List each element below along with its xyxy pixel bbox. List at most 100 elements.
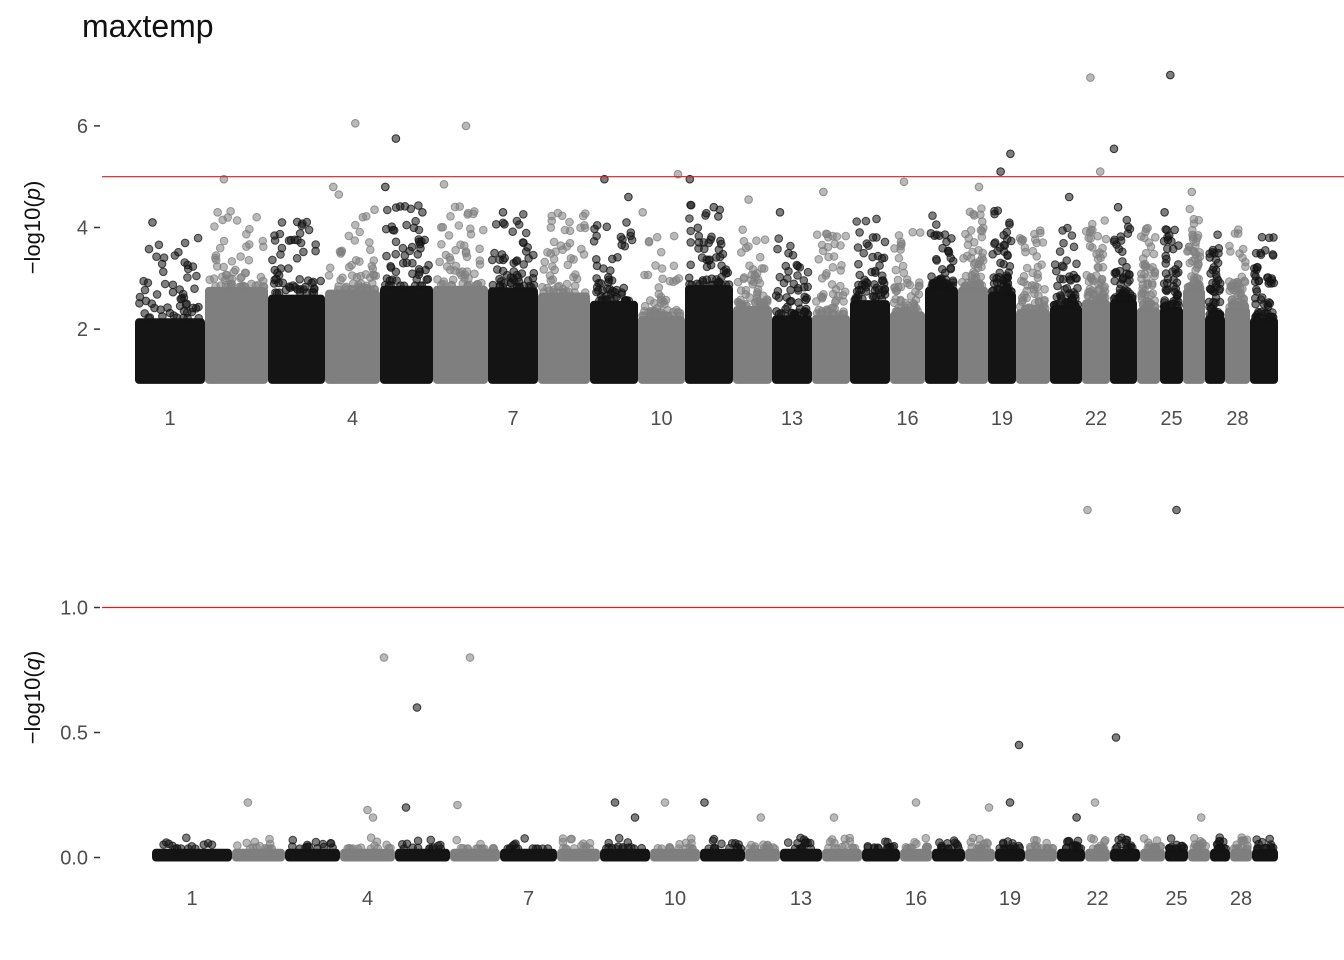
snp-point (549, 237, 559, 247)
snp-point (1055, 301, 1064, 310)
snp-point (1185, 204, 1194, 214)
snp-point (180, 238, 190, 248)
snp-point (779, 278, 789, 288)
snp-point (1162, 225, 1172, 235)
snp-point (592, 261, 602, 271)
snp-point (1252, 287, 1262, 296)
snp-point (797, 844, 807, 854)
snp-point (828, 263, 838, 272)
snp-point (454, 221, 464, 230)
snp-point (1038, 238, 1048, 247)
snp-point (999, 230, 1009, 240)
snp-point (1100, 837, 1109, 847)
snp-point (852, 217, 862, 226)
y-axis-title: −log10(q) (20, 651, 45, 745)
snp-point (435, 257, 444, 267)
snp-point (948, 256, 958, 266)
snp-point (238, 281, 247, 291)
snp-point (539, 265, 549, 274)
snp-point (645, 296, 655, 305)
snp-point (894, 231, 904, 240)
snp-point-highlight (368, 813, 378, 822)
snp-point (898, 261, 908, 271)
y-tick-label: 1.0 (60, 598, 88, 620)
snp-point (627, 235, 637, 245)
y-tick-label: 0.0 (60, 848, 88, 870)
x-tick-label: 13 (781, 408, 803, 430)
snp-point (872, 214, 881, 224)
snp-point-highlight (1172, 505, 1181, 515)
snp-point (420, 235, 430, 245)
snp-point (463, 208, 473, 218)
snp-point (744, 242, 753, 251)
snp-point (303, 840, 312, 850)
snp-point (592, 221, 602, 230)
snp-point (328, 843, 337, 852)
snp-point (382, 251, 391, 261)
snp-point (674, 844, 684, 853)
snp-point (1033, 273, 1043, 283)
snp-point (1022, 263, 1032, 273)
snp-point (1034, 291, 1043, 300)
snp-point (717, 839, 726, 849)
snp-point (1148, 289, 1158, 298)
snp-point (527, 282, 536, 292)
snp-point (290, 282, 300, 292)
snp-point (505, 844, 515, 854)
snp-point (643, 270, 653, 280)
snp-point (154, 240, 164, 250)
snp-point (450, 266, 459, 275)
snp-point (311, 246, 320, 256)
snp-point (836, 241, 845, 250)
snp-point-highlight (1109, 144, 1119, 154)
snp-point (570, 844, 579, 853)
snp-point (477, 278, 486, 288)
snp-point (747, 270, 757, 280)
snp-point-highlight (1072, 813, 1081, 822)
snp-point (463, 281, 472, 291)
x-tick-label: 28 (1230, 888, 1252, 910)
snp-point (236, 252, 245, 261)
snp-point (665, 843, 674, 852)
snp-point (313, 844, 322, 853)
snp-point (656, 247, 666, 257)
snp-point-highlight (1086, 73, 1095, 82)
snp-point (721, 269, 731, 278)
snp-point (693, 223, 703, 233)
snp-point (211, 251, 221, 260)
snp-point (961, 271, 971, 281)
snp-point (488, 844, 498, 854)
snp-point (1191, 237, 1201, 247)
snp-point (1093, 262, 1103, 272)
snp-point (836, 281, 845, 291)
snp-point (669, 231, 679, 241)
snp-point (350, 236, 360, 245)
snp-point (337, 247, 346, 257)
snp-point (531, 844, 541, 854)
snp-point (737, 301, 746, 310)
snp-point-highlight (1111, 733, 1121, 742)
snp-point (675, 308, 685, 318)
snp-point (278, 278, 288, 288)
snp-point (1118, 257, 1127, 266)
snp-point (1138, 288, 1148, 298)
snp-point (1265, 312, 1275, 322)
snp-point (855, 228, 864, 237)
snp-point (774, 309, 784, 319)
snp-point-highlight (744, 195, 753, 204)
chromosome-5-band (395, 848, 450, 862)
snp-point (862, 277, 871, 287)
snp-point (259, 282, 268, 291)
snp-point (1240, 301, 1250, 311)
snp-point (652, 232, 662, 242)
snp-point (861, 216, 871, 226)
snp-point-highlight (1196, 813, 1206, 822)
snp-point (1217, 844, 1226, 853)
snp-point (292, 217, 302, 227)
snp-point (592, 287, 601, 297)
snp-point (579, 211, 588, 221)
snp-point (259, 242, 268, 252)
snp-point (1058, 226, 1067, 235)
snp-point (170, 251, 180, 260)
snp-point (1238, 244, 1248, 254)
